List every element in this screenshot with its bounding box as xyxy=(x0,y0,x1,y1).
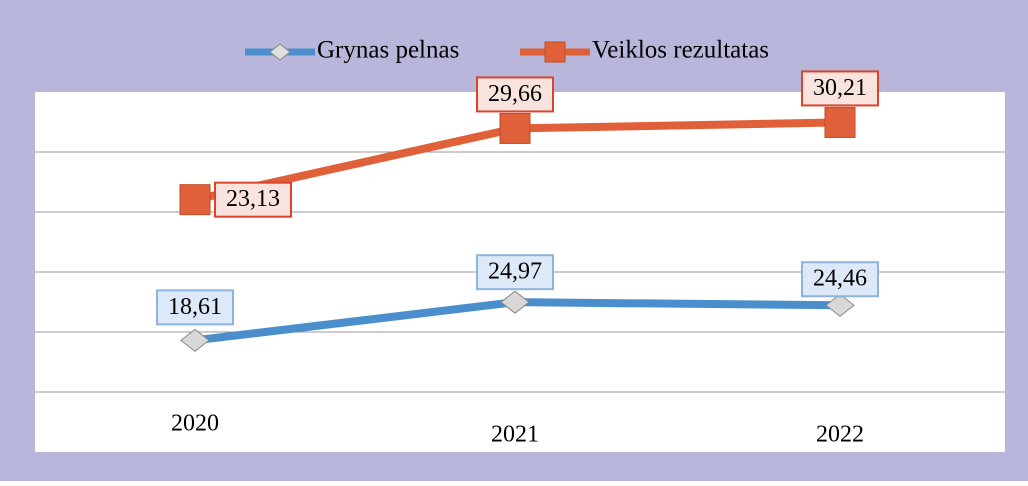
marker xyxy=(179,184,211,216)
x-tick-label: 2021 xyxy=(491,422,539,448)
data-label-box xyxy=(476,76,554,113)
data-label: 24,97 xyxy=(488,259,542,285)
marker xyxy=(825,293,855,317)
marker xyxy=(824,106,856,138)
data-label-box xyxy=(801,70,879,107)
data-label: 24,46 xyxy=(813,266,867,292)
x-tick-label: 2022 xyxy=(816,422,864,448)
marker xyxy=(499,112,531,144)
x-tick-label: 2020 xyxy=(171,411,219,437)
data-label: 18,61 xyxy=(168,294,222,320)
data-label: 29,66 xyxy=(488,81,542,107)
data-label-box xyxy=(801,261,879,298)
marker xyxy=(180,328,210,352)
legend-marker xyxy=(544,41,566,63)
data-label: 30,21 xyxy=(813,75,867,101)
data-label: 23,13 xyxy=(226,186,280,212)
legend-label: Grynas pelnas xyxy=(317,37,459,64)
marker xyxy=(500,290,530,314)
data-label-box xyxy=(214,181,292,218)
data-label-box xyxy=(476,254,554,291)
legend-label: Veiklos rezultatas xyxy=(592,37,769,64)
legend-marker xyxy=(269,43,291,61)
data-label-box xyxy=(156,289,234,326)
